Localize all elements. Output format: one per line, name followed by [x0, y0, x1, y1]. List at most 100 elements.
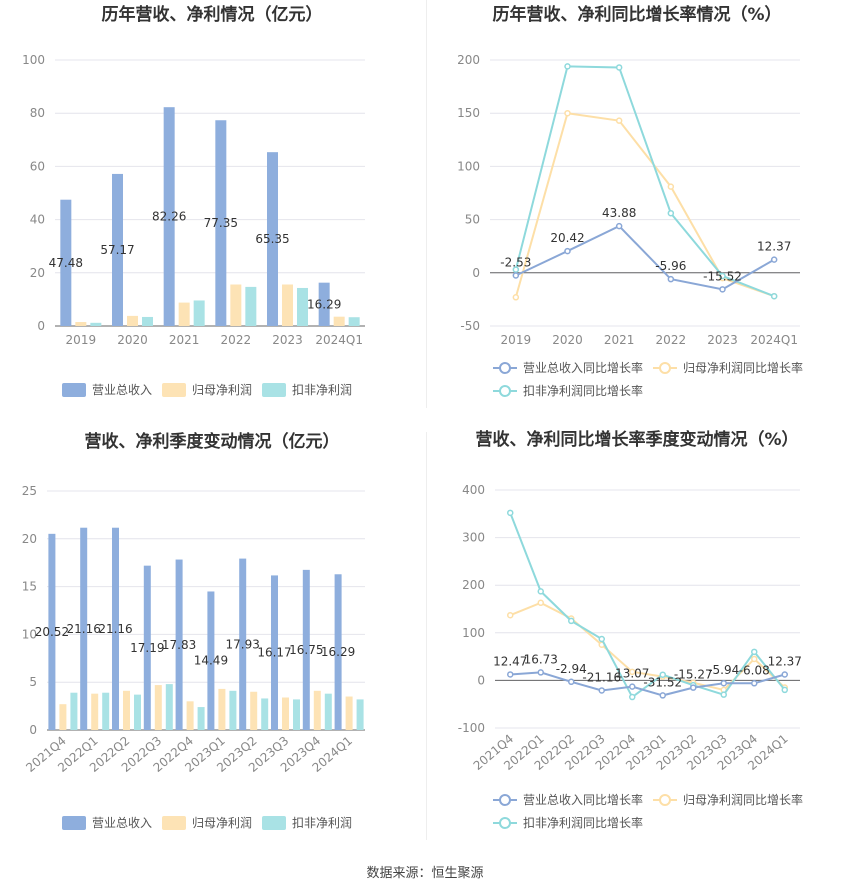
data-label: 14.49	[194, 654, 228, 668]
legend-swatch-marker	[499, 385, 511, 397]
bar	[80, 527, 88, 730]
legend-label: 扣非净利润	[292, 383, 352, 397]
chart-title: 历年营收、净利情况（亿元）	[102, 4, 323, 25]
data-point	[564, 247, 571, 255]
bar	[112, 527, 119, 730]
data-point	[659, 692, 666, 699]
y-tick-label: 0	[477, 673, 485, 687]
data-point	[667, 209, 675, 217]
legend-swatch-marker	[499, 817, 511, 829]
data-label: -15.52	[703, 269, 742, 283]
bar	[91, 693, 99, 730]
bar	[59, 704, 67, 730]
data-label: 20.42	[550, 231, 584, 245]
y-tick-label: 25	[22, 484, 37, 498]
data-point	[751, 648, 758, 656]
data-point	[751, 680, 758, 687]
data-point	[629, 668, 636, 676]
data-label: -15.27	[674, 668, 713, 682]
y-tick-label: 40	[30, 213, 45, 227]
data-label: 20.52	[35, 625, 69, 639]
data-label: 21.16	[98, 622, 132, 636]
x-tick-label: 2020	[117, 333, 148, 347]
bar	[293, 699, 300, 730]
data-source-note: 数据来源：恒生聚源	[366, 866, 484, 881]
bar	[324, 693, 332, 730]
legend-swatch	[62, 383, 86, 397]
data-point	[537, 588, 544, 595]
y-tick-label: 5	[29, 675, 37, 689]
panel-divider	[426, 432, 427, 840]
bar	[250, 691, 258, 730]
bar	[334, 574, 342, 730]
bar	[297, 287, 308, 326]
y-tick-label: 20	[22, 532, 37, 546]
x-tick-label: 2022	[656, 333, 687, 347]
y-tick-label: 0	[29, 723, 37, 737]
data-label: 77.35	[204, 216, 238, 230]
annual-growth-chart: 历年营收、净利同比增长率情况（%） -50 0 50 100 150 200 2019 2020…	[457, 4, 803, 398]
y-tick-label: 100	[462, 626, 485, 640]
bar	[75, 322, 87, 326]
data-label: -31.52	[643, 675, 682, 689]
bar	[218, 688, 226, 730]
bar	[134, 694, 141, 730]
bar	[348, 317, 360, 326]
data-point	[690, 684, 697, 691]
quarterly-growth-chart: 营收、净利同比增长率季度变动情况（%）-10001002003004002021…	[458, 430, 803, 830]
bar	[333, 316, 345, 326]
bar	[282, 697, 289, 730]
annual-amount-panel: 历年营收、净利情况（亿元） 0 20 40 60 80 100 2019 2020 2021 202…	[0, 0, 425, 430]
data-label: 43.88	[602, 206, 636, 220]
data-label: -2.94	[556, 662, 587, 676]
data-label: 12.47	[493, 654, 527, 668]
bar	[229, 690, 237, 730]
data-label: 57.17	[100, 243, 134, 257]
y-tick-label: 60	[30, 159, 45, 173]
series-line	[509, 512, 786, 699]
series-line	[510, 671, 786, 697]
data-point	[770, 256, 778, 263]
bar	[282, 284, 293, 326]
x-tick-label: 2024Q1	[315, 333, 363, 347]
data-point	[507, 611, 514, 619]
data-label: -2.53	[500, 255, 531, 269]
data-point	[512, 272, 520, 279]
x-tick-label: 2024Q1	[750, 333, 798, 347]
data-point	[615, 222, 623, 230]
bar	[215, 120, 227, 327]
series-line	[514, 112, 775, 298]
data-point	[615, 117, 623, 124]
data-point	[781, 686, 788, 694]
chart-title: 营收、净利同比增长率季度变动情况（%）	[475, 430, 798, 450]
data-point	[537, 599, 544, 607]
legend-swatch-marker	[499, 362, 511, 374]
data-point	[568, 617, 575, 625]
bar	[142, 316, 153, 326]
bar	[197, 707, 205, 730]
y-tick-label: 200	[462, 578, 485, 592]
x-tick-label: 2021	[604, 333, 635, 347]
y-tick-label: 200	[457, 53, 480, 67]
bar	[48, 533, 56, 730]
data-point	[507, 509, 514, 517]
y-tick-label: 80	[30, 106, 45, 120]
bar	[245, 286, 257, 326]
data-label: -5.94	[708, 663, 739, 677]
data-label: -21.16	[582, 670, 621, 684]
data-point	[564, 63, 571, 70]
bar	[230, 284, 242, 326]
data-point	[781, 671, 788, 678]
data-label: 17.93	[226, 637, 260, 651]
legend-swatch-marker	[659, 794, 671, 806]
series-line	[515, 224, 775, 291]
bar	[186, 701, 194, 730]
bar	[90, 322, 102, 326]
panel-divider	[426, 0, 427, 408]
y-tick-label: -100	[458, 721, 485, 735]
data-label: 13.07	[615, 667, 649, 681]
data-point	[719, 286, 726, 293]
data-point	[720, 679, 727, 687]
quarterly-amount-panel: 营收、净利季度变动情况（亿元） 0 5 10 15 20 25 2021Q4 2022Q1 202…	[0, 430, 425, 860]
data-point	[615, 64, 623, 71]
